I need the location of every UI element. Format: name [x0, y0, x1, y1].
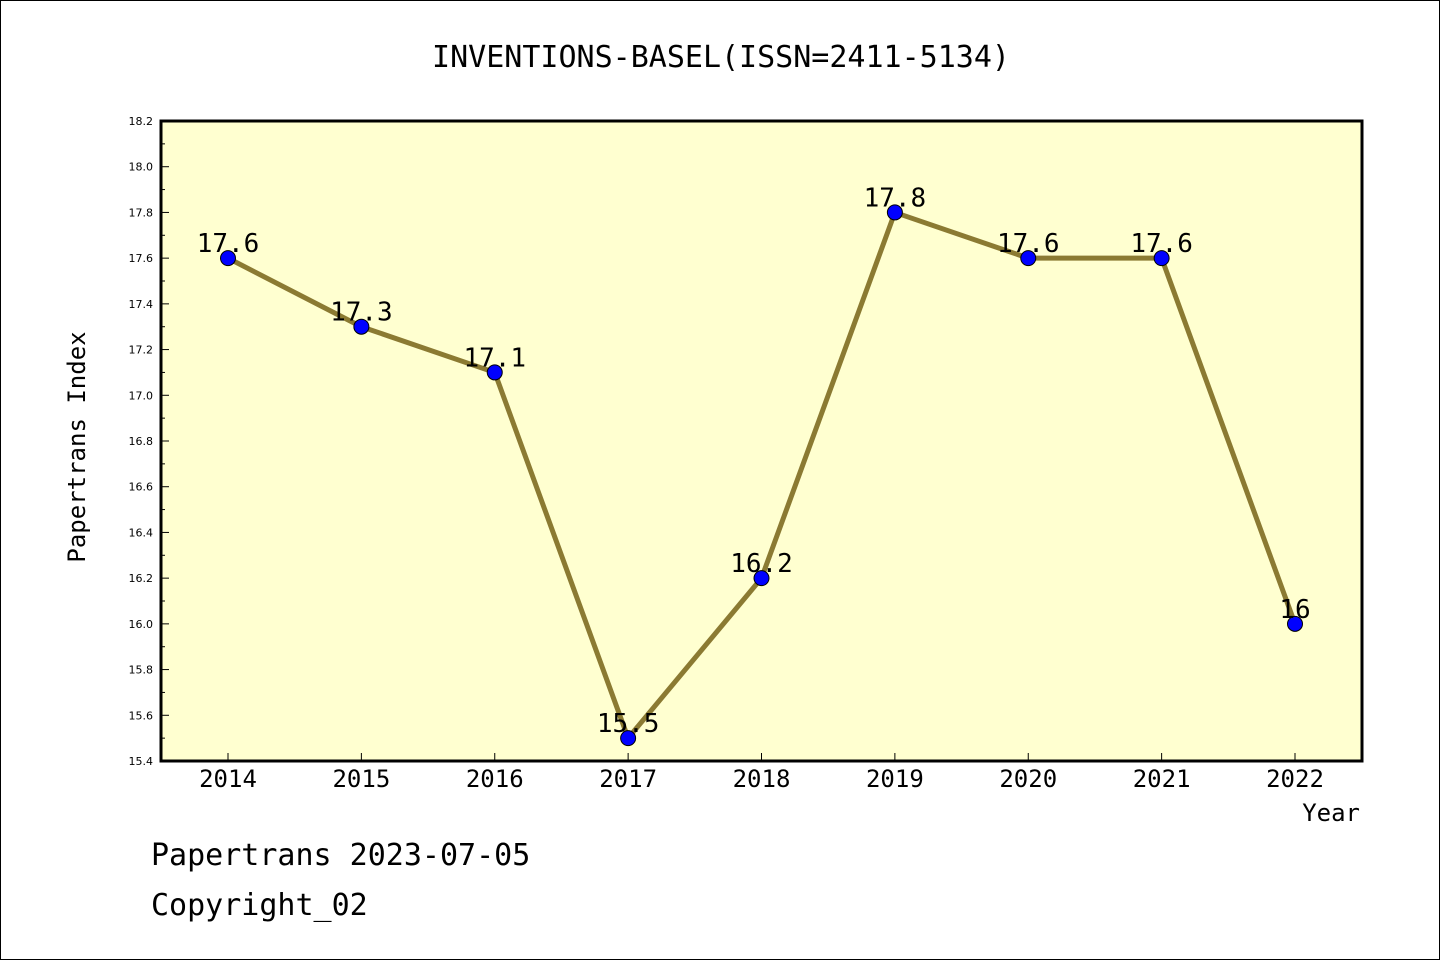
x-tick-label: 2021 [1133, 765, 1191, 793]
data-point-marker [1287, 615, 1303, 632]
data-label: 17.8 [864, 183, 927, 213]
y-tick-label: 18.2 [129, 115, 154, 128]
x-tick-label: 2022 [1266, 765, 1324, 793]
y-tick-label: 16.4 [129, 526, 154, 539]
y-tick-label: 17.2 [129, 344, 154, 357]
x-tick-label: 2020 [999, 765, 1057, 793]
y-axis-label: Papertrans Index [63, 331, 91, 562]
footer-copyright: Copyright_02 [151, 888, 368, 923]
data-label: 15.5 [597, 709, 660, 739]
data-labels: 17.6 17.3 17.1 15.5 16.2 17.8 17.6 17.6 16 [197, 183, 1311, 739]
data-label: 16 [1279, 595, 1310, 625]
data-label: 17.6 [197, 229, 260, 259]
data-point-marker [620, 730, 637, 747]
y-axis: 15.4 15.6 15.8 16.0 16.2 16.4 16.6 16.8 17.0 17.2… [129, 115, 169, 768]
data-label: 17.6 [1130, 229, 1193, 259]
y-tick-label: 17.6 [129, 252, 154, 265]
y-tick-label: 18.0 [129, 161, 154, 174]
data-point-marker [753, 570, 770, 587]
x-tick-label: 2017 [599, 765, 657, 793]
y-tick-label: 17.8 [129, 206, 154, 219]
y-tick-label: 17.4 [129, 298, 154, 311]
data-point-marker [1153, 250, 1170, 267]
data-point-marker [486, 364, 503, 381]
data-point-marker [353, 318, 370, 335]
series-markers [220, 204, 1303, 747]
x-tick-label: 2014 [199, 765, 257, 793]
x-tick-label: 2015 [332, 765, 390, 793]
y-tick-label: 16.2 [129, 572, 154, 585]
y-tick-label: 17.0 [129, 389, 154, 402]
data-point-marker [886, 204, 903, 221]
chart-title: INVENTIONS-BASEL(ISSN=2411-5134) [432, 40, 1010, 75]
data-label: 17.1 [463, 343, 526, 373]
data-label: 17.6 [997, 229, 1060, 259]
y-tick-label: 15.4 [129, 755, 154, 768]
y-tick-label: 16.8 [129, 435, 154, 448]
data-point-marker [220, 250, 236, 267]
x-tick-label: 2019 [866, 765, 924, 793]
y-tick-label: 15.8 [129, 664, 154, 677]
x-axis-label: Year [1302, 799, 1360, 827]
x-tick-label: 2016 [466, 765, 524, 793]
x-tick-label: 2018 [733, 765, 791, 793]
y-tick-label: 16.0 [129, 618, 154, 631]
y-tick-label: 16.6 [129, 481, 154, 494]
footer-date: Papertrans 2023-07-05 [151, 838, 530, 873]
plot-area [159, 119, 1364, 763]
y-tick-label: 15.6 [129, 709, 154, 722]
data-label: 17.3 [330, 298, 393, 328]
data-point-marker [1020, 250, 1037, 267]
data-label: 16.2 [730, 549, 793, 579]
x-axis: 2014 2015 2016 2017 2018 2019 2020 2021 2022 [199, 753, 1324, 793]
